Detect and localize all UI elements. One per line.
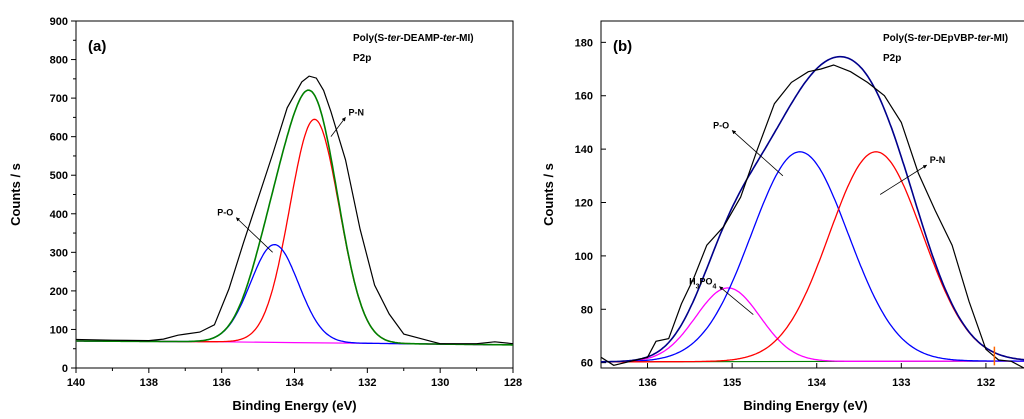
- x-tick-label: 136: [212, 377, 230, 389]
- y-tick-label: 60: [581, 358, 593, 370]
- y-tick-label: 200: [50, 286, 68, 298]
- y-axis-label: Counts / s: [8, 163, 23, 226]
- sample-title: Poly(S-ter-DEAMP-ter-MI): [353, 33, 474, 44]
- subtitle: P2p: [883, 53, 901, 64]
- annotation-label: P-O: [713, 120, 729, 130]
- y-tick-label: 500: [50, 170, 68, 182]
- y-tick-label: 140: [575, 144, 593, 156]
- annotation-arrow: [235, 217, 273, 253]
- y-tick-label: 160: [575, 91, 593, 103]
- y-tick-label: 100: [575, 251, 593, 263]
- x-tick-label: 128: [504, 377, 522, 389]
- x-tick-label: 140: [67, 377, 85, 389]
- annotation-arrow: [879, 164, 928, 195]
- x-tick-label: 138: [140, 377, 158, 389]
- annotation-label: H3PO4: [689, 277, 716, 291]
- fit-peak-2: [601, 151, 1024, 363]
- fit-envelope: [76, 89, 513, 346]
- plot-frame: [75, 20, 514, 369]
- annotation-arrow: [719, 286, 754, 315]
- y-tick-label: 80: [581, 304, 593, 316]
- y-tick-label: 400: [50, 209, 68, 221]
- y-tick-label: 0: [62, 363, 68, 375]
- x-tick-label: 135: [723, 377, 741, 389]
- raw-spectrum: [76, 75, 513, 345]
- x-tick-label: 132: [977, 377, 995, 389]
- x-tick-label: 130: [431, 377, 449, 389]
- fit-peak-1: [76, 118, 513, 346]
- annotation-arrow: [330, 117, 346, 137]
- x-tick-label: 133: [892, 377, 910, 389]
- plot-frame: [600, 20, 1024, 369]
- y-tick-label: 300: [50, 247, 68, 259]
- fit-peak-3: [601, 151, 1024, 363]
- y-tick-label: 800: [50, 55, 68, 67]
- fit-peak-2: [76, 243, 513, 346]
- annotation-label: P-O: [217, 208, 233, 218]
- x-tick-label: 134: [808, 377, 827, 389]
- y-tick-label: 900: [50, 16, 68, 28]
- x-tick-label: 136: [638, 377, 656, 389]
- fit-envelope: [601, 55, 1024, 363]
- panel-label: (b): [613, 38, 632, 55]
- annotation-label: P-N: [930, 155, 946, 165]
- raw-spectrum: [601, 64, 1024, 368]
- y-tick-label: 600: [50, 132, 68, 144]
- x-tick-label: 134: [285, 377, 304, 389]
- sample-title: Poly(S-ter-DEpVBP-ter-MI): [883, 33, 1008, 44]
- chart-panel-a: 140 138 136 134 132 130 128 0 100 200 300 400 500 600…: [8, 16, 522, 413]
- y-tick-label: 180: [575, 37, 593, 49]
- chart-panel-b: 136 135 134 133 132 60 80 100 120 140 160 180 Bindin…: [541, 20, 1024, 413]
- series-group: [76, 75, 513, 346]
- x-axis-label: Binding Energy (eV): [232, 398, 356, 413]
- y-tick-label: 100: [50, 324, 68, 336]
- fit-peak-1: [601, 287, 1024, 363]
- x-tick-label: 132: [358, 377, 376, 389]
- subtitle: P2p: [353, 53, 371, 64]
- series-group: [601, 55, 1024, 368]
- panel-label: (a): [88, 38, 106, 55]
- annotation-label: P-N: [348, 107, 364, 117]
- y-tick-label: 700: [50, 93, 68, 105]
- y-tick-label: 120: [575, 198, 593, 210]
- y-axis-label: Counts / s: [541, 163, 556, 226]
- annotation-arrow: [731, 130, 784, 177]
- x-axis-label: Binding Energy (eV): [743, 398, 867, 413]
